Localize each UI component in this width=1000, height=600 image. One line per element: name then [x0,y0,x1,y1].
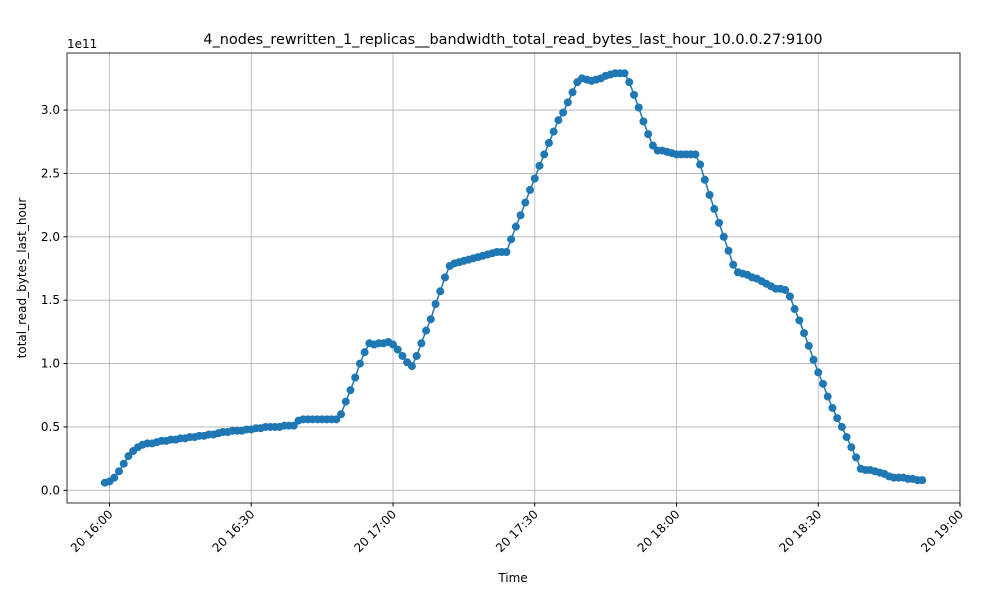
data-point [629,90,638,99]
data-point [804,341,813,350]
data-point [800,329,809,338]
plot-frame [66,52,961,504]
data-point [507,235,516,244]
data-point [110,473,119,482]
y-tick-label: 3.0 [41,103,60,117]
data-point [511,222,520,231]
data-point [398,351,407,360]
y-tick-label: 2.0 [41,230,60,244]
data-point [431,299,440,308]
data-point [818,379,827,388]
x-axis-label: Time [497,571,527,585]
data-point [559,108,568,117]
data-point [114,467,123,476]
data-point [644,130,653,139]
y-axis-label: total_read_bytes_last_hour [15,198,29,359]
data-point [530,174,539,183]
data-point [833,414,842,423]
data-point [847,443,856,452]
data-point [417,339,426,348]
data-point [422,326,431,335]
data-point [516,211,525,220]
chart-title: 4_nodes_rewritten_1_replicas__bandwidth_… [203,32,822,48]
data-point [729,260,738,269]
data-point [710,204,719,213]
data-point [719,232,728,241]
data-point [795,316,804,325]
data-point [540,150,549,159]
data-point [696,160,705,169]
data-point [639,117,648,126]
data-point [124,452,133,461]
data-point [351,373,360,382]
data-point [412,351,421,360]
data-point [341,397,350,406]
data-point [554,116,563,125]
data-point [337,410,346,419]
data-point [568,88,577,97]
data-point [360,348,369,357]
data-point [549,127,558,136]
y-offset-label: 1e11 [67,37,97,51]
data-point [521,198,530,207]
y-tick-label: 1.5 [41,293,60,307]
data-point [355,359,364,368]
y-tick-label: 2.5 [41,166,60,180]
data-point [625,78,634,87]
data-point [389,340,398,349]
data-point [634,103,643,112]
data-point [837,422,846,431]
data-point [715,218,724,227]
data-point [781,286,790,295]
data-point [918,476,927,485]
data-point [563,98,572,107]
data-point [823,392,832,401]
data-point [502,248,511,257]
y-tick-label: 0.5 [41,420,60,434]
data-point [426,315,435,324]
data-point [440,273,449,282]
y-tick-label: 0.0 [41,483,60,497]
data-point [809,355,818,364]
data-point [700,175,709,184]
data-point [828,403,837,412]
data-point [842,433,851,442]
data-point [852,453,861,462]
data-point [119,459,128,468]
data-point [814,368,823,377]
data-point [790,305,799,314]
data-point [332,415,341,424]
data-point [535,161,544,170]
data-point [620,69,629,78]
data-point [724,246,733,255]
data-point [691,150,700,159]
data-point [393,345,402,354]
data-point [648,141,657,150]
data-point [289,421,298,430]
data-point [705,190,714,199]
data-point [436,287,445,296]
data-point [526,185,535,194]
data-point [407,362,416,371]
data-point [346,386,355,395]
y-tick-label: 1.0 [41,357,60,371]
data-point [544,139,553,147]
data-point [785,292,794,301]
